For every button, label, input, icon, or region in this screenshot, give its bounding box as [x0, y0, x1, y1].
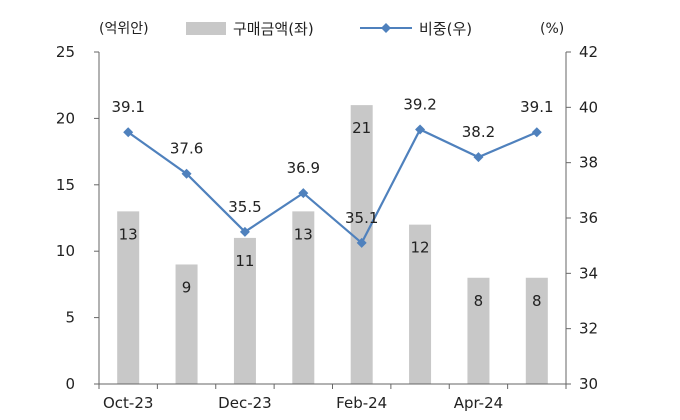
legend-line-marker: [381, 23, 391, 33]
line-data-label: 36.9: [287, 159, 320, 177]
bar-data-label: 11: [235, 252, 254, 270]
line-path: [127, 128, 538, 245]
right-tick-label: 30: [579, 375, 598, 393]
line-marker: [181, 168, 192, 179]
line-data-label: 37.6: [170, 140, 203, 158]
left-tick-label: 15: [56, 176, 75, 194]
bar-data-label: 13: [294, 225, 313, 243]
bar-data-label: 13: [119, 225, 138, 243]
line-data-label: 38.2: [462, 123, 495, 141]
bar: [292, 211, 315, 384]
bar: [233, 237, 256, 384]
bar: [467, 277, 490, 384]
x-tick-label: Feb-24: [336, 394, 387, 412]
bar-data-label: 8: [474, 292, 484, 310]
x-tick-label: Oct-23: [103, 394, 153, 412]
line-data-label: 39.1: [111, 98, 144, 116]
right-tick-label: 38: [579, 154, 598, 172]
bar: [525, 277, 548, 384]
bar: [175, 264, 198, 384]
bar-data-label: 12: [411, 239, 430, 257]
bar-data-label: 9: [182, 278, 192, 296]
axes: 0 5 10 15 20 25 30 32 34 36 38 40 42 Oct-23 Dec-23 Feb-…: [56, 43, 598, 412]
right-axis-unit: (%): [540, 21, 564, 37]
right-tick-label: 40: [579, 98, 598, 116]
right-tick-label: 36: [579, 209, 598, 227]
left-tick-label: 10: [56, 242, 75, 260]
line-marker: [356, 237, 367, 248]
bar: [117, 211, 140, 384]
bar-data-label: 8: [532, 292, 542, 310]
line-series: [123, 124, 542, 248]
bar-series: [117, 105, 548, 385]
right-tick-label: 34: [579, 264, 598, 282]
line-marker: [239, 226, 250, 237]
left-axis-unit: (억위안): [99, 21, 149, 37]
legend-line-label: 비중(우): [419, 20, 472, 38]
legend: 구매금액(좌) 비중(우): [186, 20, 472, 38]
legend-bar-swatch: [186, 22, 226, 35]
left-tick-label: 25: [56, 43, 75, 61]
legend-bar-label: 구매금액(좌): [233, 20, 314, 38]
right-tick-label: 42: [579, 43, 598, 61]
bar-data-label: 21: [352, 119, 371, 137]
left-tick-label: 20: [56, 109, 75, 127]
left-tick-label: 5: [65, 309, 75, 327]
x-tick-label: Apr-24: [454, 394, 504, 412]
line-marker: [415, 124, 426, 135]
x-tick-label: Dec-23: [218, 394, 272, 412]
line-data-label: 35.1: [345, 209, 378, 227]
line-data-label: 39.2: [403, 95, 436, 113]
bar: [409, 224, 432, 384]
line-marker: [473, 152, 484, 163]
line-marker: [123, 127, 134, 138]
right-tick-label: 32: [579, 320, 598, 338]
left-tick-label: 0: [65, 375, 75, 393]
line-data-label: 35.5: [228, 198, 261, 216]
line-marker: [298, 188, 309, 199]
data-labels: 13 9 11 13 21 12 8 8 39.1 37.6 35.5 36.9 35.1 39.2 38.…: [111, 95, 553, 309]
line-marker: [531, 127, 542, 138]
line-data-label: 39.1: [520, 98, 553, 116]
